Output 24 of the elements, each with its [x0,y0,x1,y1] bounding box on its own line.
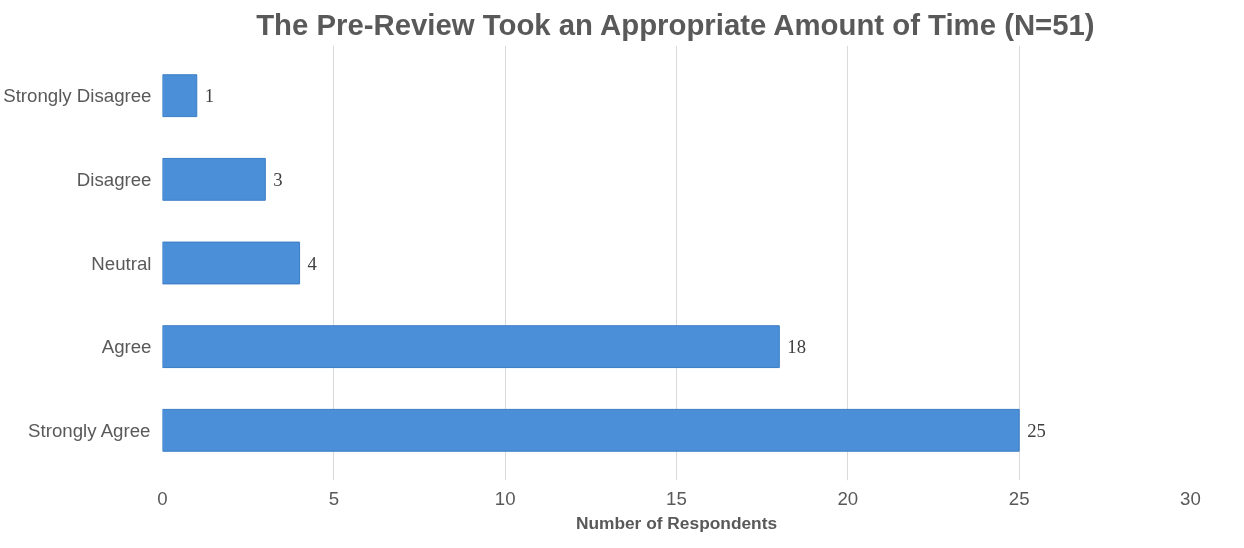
bar [162,157,266,201]
bar [162,325,780,369]
data-label: 3 [273,168,283,190]
y-tick-label: Strongly Disagree [3,85,152,107]
chart-title: The Pre-Review Took an Appropriate Amount of Time (N=51) [256,7,1095,41]
x-tick-label: 10 [494,487,516,509]
bar [162,241,301,285]
data-label: 18 [787,336,806,358]
bar [162,408,1020,452]
y-tick-label: Neutral [91,252,152,274]
y-tick-label: Disagree [76,168,152,190]
y-tick-label: Strongly Agree [28,419,151,441]
data-label: 25 [1027,419,1046,441]
data-label: 4 [307,252,318,274]
x-tick-label: 20 [837,487,859,509]
x-tick-label: 0 [157,487,168,509]
x-tick-label: 25 [1008,487,1030,509]
x-axis-title: Number of Respondents [575,512,778,533]
x-tick-label: 30 [1180,487,1201,509]
bar [162,74,198,118]
x-tick-label: 5 [328,487,340,509]
x-tick-label: 15 [666,487,687,509]
data-label: 1 [204,85,215,107]
y-tick-label: Agree [101,336,152,358]
